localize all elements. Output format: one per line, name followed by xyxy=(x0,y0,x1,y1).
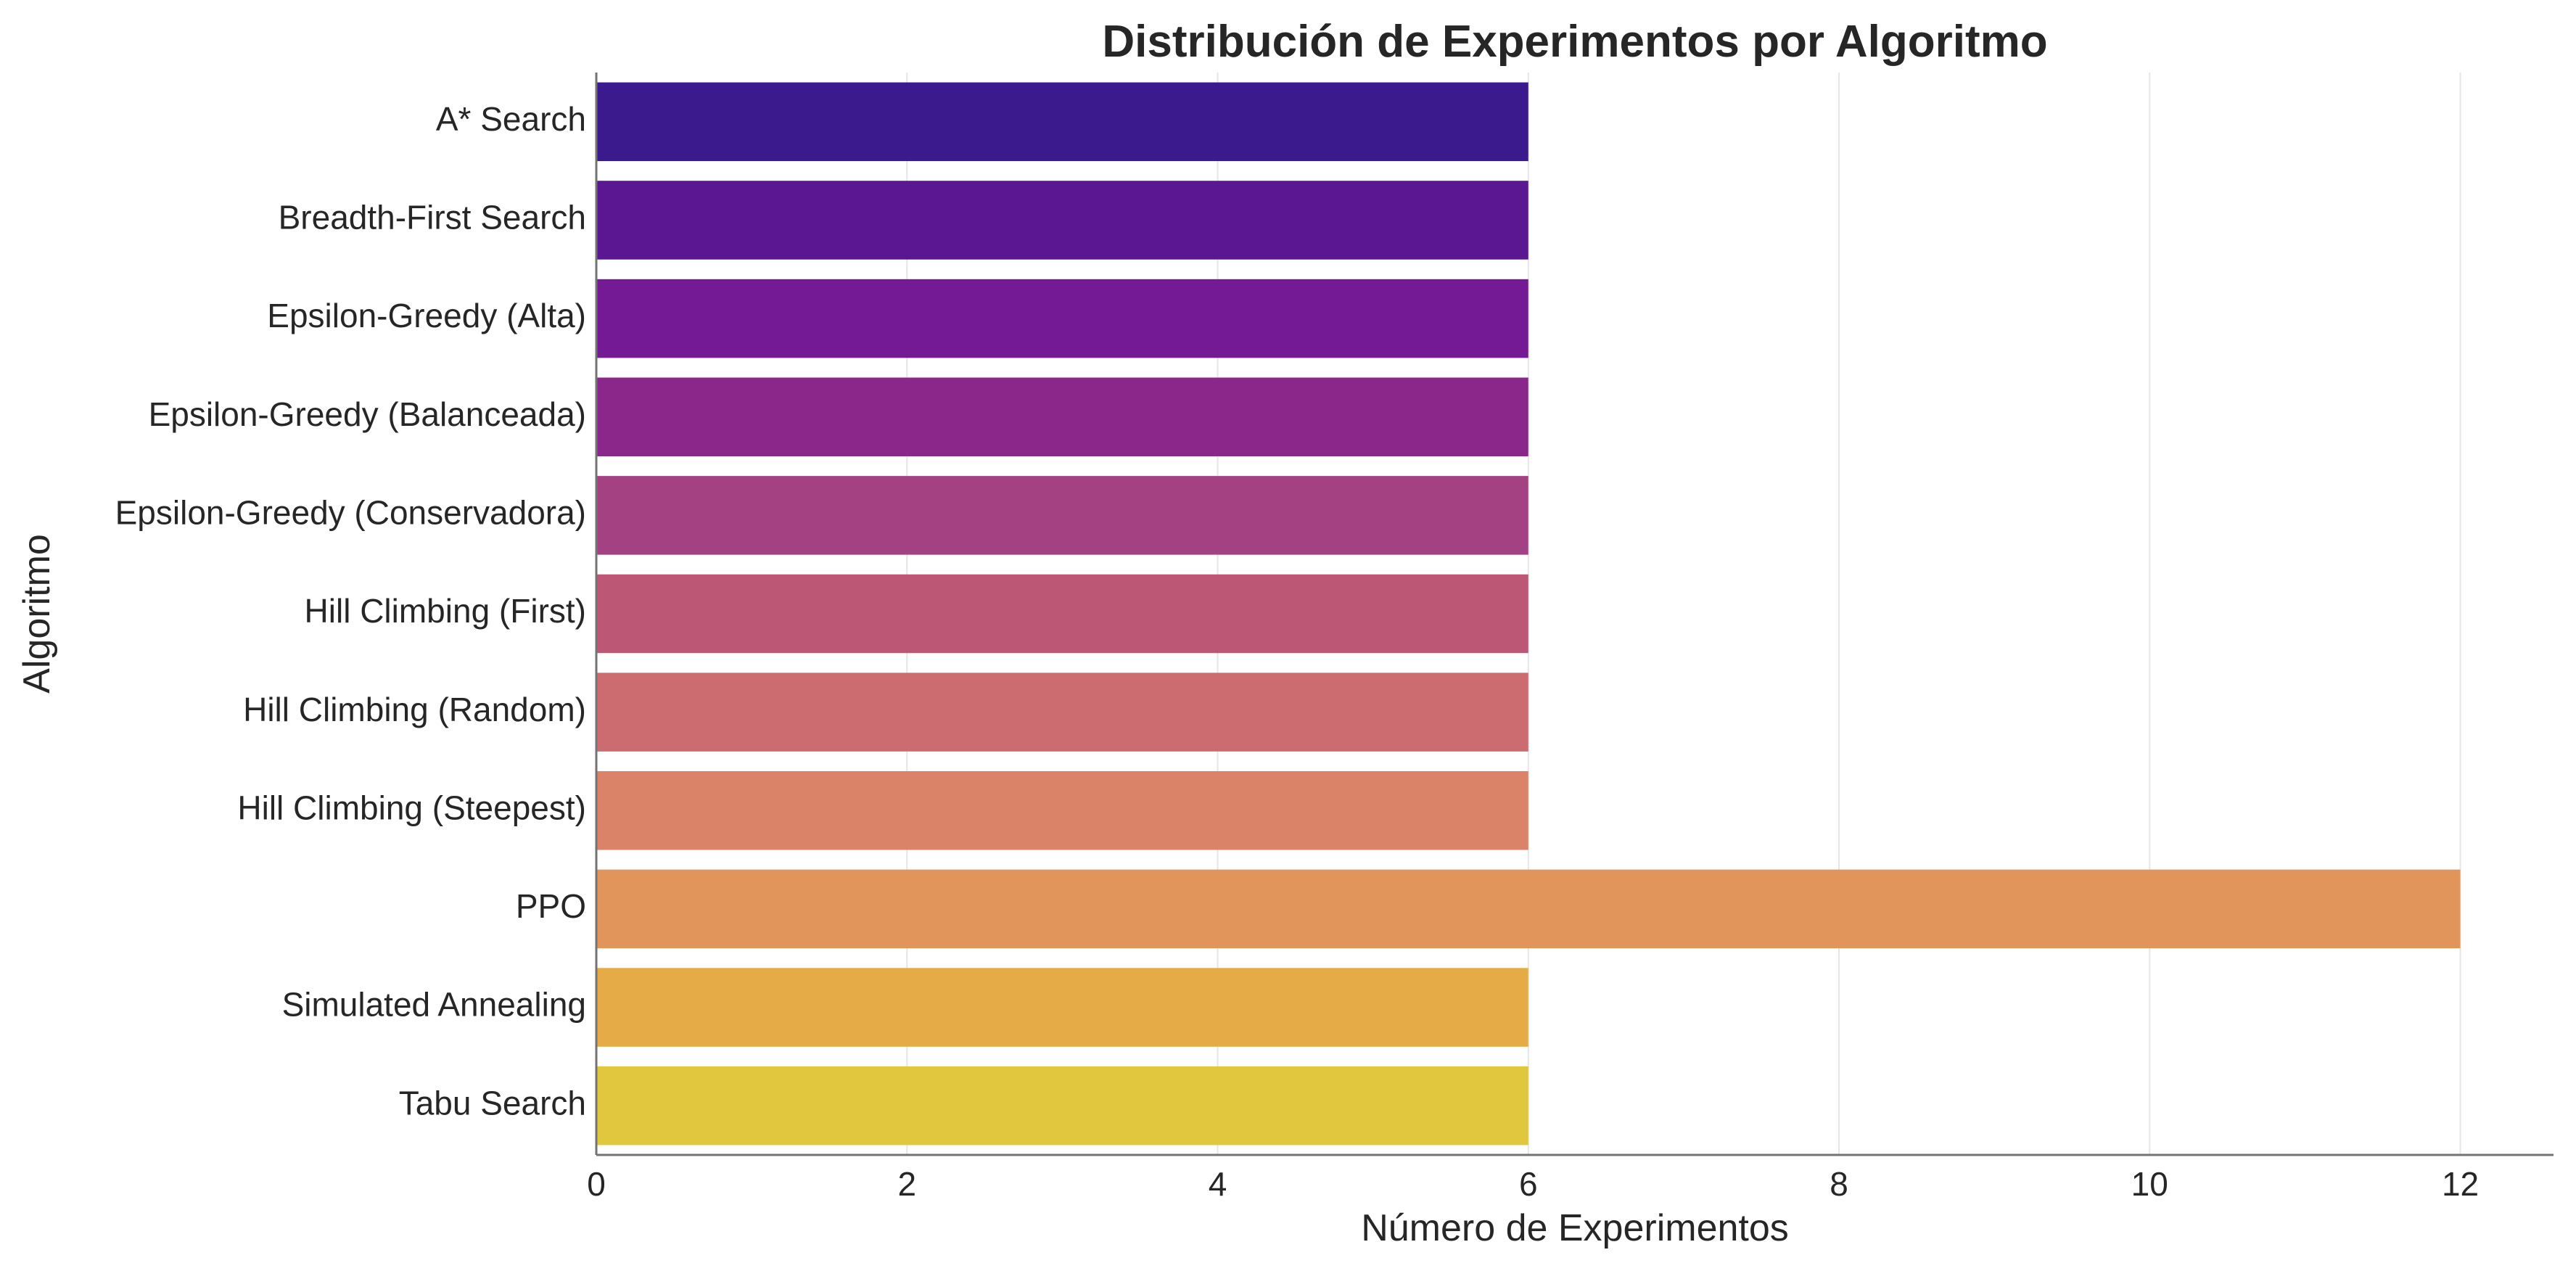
bar-9 xyxy=(596,968,1528,1047)
x-tick-label: 8 xyxy=(1830,1165,1848,1203)
y-tick-label: Hill Climbing (Steepest) xyxy=(237,789,586,826)
x-tick-label: 12 xyxy=(2442,1165,2479,1203)
x-tick-label: 2 xyxy=(897,1165,916,1203)
y-tick-label: Tabu Search xyxy=(399,1084,586,1122)
bar-1 xyxy=(596,181,1528,260)
bars xyxy=(596,82,2461,1145)
axes xyxy=(595,73,2554,1156)
y-tick-label: A* Search xyxy=(436,100,586,138)
bar-4 xyxy=(596,476,1528,555)
y-tick-labels: A* Search Breadth-First Search Epsilon-Gre… xyxy=(115,100,586,1122)
bar-6 xyxy=(596,672,1528,752)
bar-8 xyxy=(596,869,2461,949)
y-tick-label: Breadth-First Search xyxy=(279,199,586,236)
y-tick-label: Hill Climbing (Random) xyxy=(243,691,586,728)
bar-5 xyxy=(596,574,1528,654)
x-tick-label: 10 xyxy=(2131,1165,2168,1203)
x-tick-label: 0 xyxy=(587,1165,606,1203)
bar-7 xyxy=(596,771,1528,850)
y-tick-label: Epsilon-Greedy (Balanceada) xyxy=(149,395,586,433)
bar-2 xyxy=(596,279,1528,358)
bar-0 xyxy=(596,82,1528,162)
y-tick-label: PPO xyxy=(516,887,586,925)
y-tick-label: Epsilon-Greedy (Alta) xyxy=(267,297,586,334)
x-tick-label: 6 xyxy=(1519,1165,1538,1203)
y-axis-title: Algoritmo xyxy=(16,534,58,694)
x-tick-labels: 0 2 4 6 8 10 12 xyxy=(587,1165,2479,1203)
chart-title: Distribución de Experimentos por Algorit… xyxy=(1102,17,2047,67)
y-tick-label: Epsilon-Greedy (Conservadora) xyxy=(115,494,586,532)
y-tick-label: Simulated Annealing xyxy=(282,986,586,1024)
bar-10 xyxy=(596,1066,1528,1145)
x-axis-title: Número de Experimentos xyxy=(1361,1207,1789,1249)
bar-3 xyxy=(596,377,1528,456)
x-tick-label: 4 xyxy=(1209,1165,1227,1203)
y-tick-label: Hill Climbing (First) xyxy=(305,592,586,630)
